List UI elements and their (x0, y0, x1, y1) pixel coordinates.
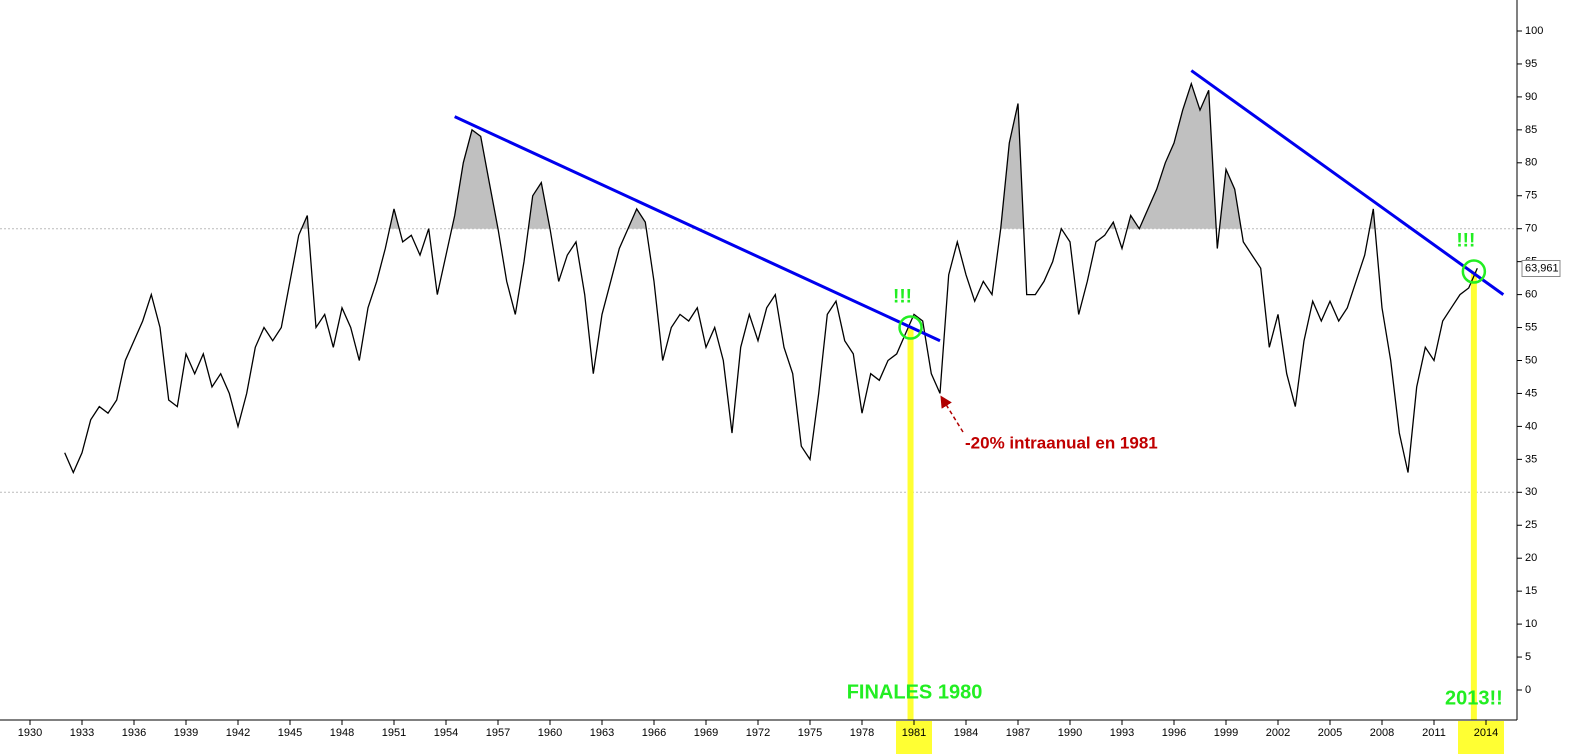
highlight-caption: FINALES 1980 (847, 681, 983, 703)
highlight-label: !!! (893, 287, 912, 308)
x-tick-label: 1966 (642, 727, 666, 739)
tick-highlight (896, 721, 932, 754)
line (64, 81, 1478, 475)
y-tick-label: 90 (1525, 91, 1537, 103)
x-tick-label: 1930 (18, 727, 42, 739)
x-tick-label: 1996 (1162, 727, 1186, 739)
highlight-label: !!! (1456, 231, 1475, 252)
shaded-area (1139, 83, 1217, 229)
x-tick-label: 1984 (954, 727, 978, 739)
highlight-bar (1470, 271, 1477, 720)
y-tick-label: 40 (1525, 420, 1537, 432)
y-tick-label: 70 (1525, 223, 1537, 235)
y-tick-label: 35 (1525, 453, 1537, 465)
x-tick-label: 2011 (1422, 727, 1446, 739)
x-tick-label: 1954 (434, 727, 458, 739)
y-tick-label: 50 (1525, 354, 1537, 366)
y-tick-label: 80 (1525, 157, 1537, 169)
tick-highlight (1458, 721, 1504, 754)
x-tick-label: 1969 (694, 727, 718, 739)
highlight-bar (907, 327, 914, 720)
y-tick-label: 100 (1525, 25, 1543, 37)
last-value-box (1521, 259, 1561, 277)
y-tick-label: 0 (1525, 684, 1531, 696)
x-tick-label: 1960 (538, 727, 562, 739)
y-tick-label: 75 (1525, 190, 1537, 202)
x-tick-label: 2008 (1370, 727, 1394, 739)
x-tick-label: 1990 (1058, 727, 1082, 739)
last-value-label: 63,961 (1525, 262, 1559, 274)
x-tick-label: 1939 (174, 727, 198, 739)
x-tick-label: 1948 (330, 727, 354, 739)
y-tick-label: 5 (1525, 651, 1531, 663)
x-tick-label: 1951 (382, 727, 406, 739)
shaded-area (389, 208, 400, 229)
y-tick-label: 55 (1525, 321, 1537, 333)
y-tick-label: 30 (1525, 486, 1537, 498)
shaded-area (451, 129, 498, 229)
x-tick-label: 1963 (590, 727, 614, 739)
trendline (454, 115, 941, 343)
x-tick-label: 1945 (278, 727, 302, 739)
x-tick-label: 2002 (1266, 727, 1290, 739)
x-tick-label: 2014 (1474, 727, 1498, 739)
trendline (1190, 69, 1505, 296)
shaded-area (1000, 103, 1024, 229)
x-tick-label: 1942 (226, 727, 250, 739)
x-tick-label: 1993 (1110, 727, 1134, 739)
annotation-arrow (940, 395, 964, 433)
y-tick-label: 20 (1525, 552, 1537, 564)
x-tick-label: 1999 (1214, 727, 1238, 739)
x-tick-label: 1957 (486, 727, 510, 739)
x-tick-label: 2005 (1318, 727, 1342, 739)
shaded-area (628, 208, 647, 229)
y-tick-label: 95 (1525, 58, 1537, 70)
x-tick-label: 1975 (798, 727, 822, 739)
background (0, 83, 1517, 754)
x-tick-label: 1933 (70, 727, 94, 739)
y-tick-label: 10 (1525, 618, 1537, 630)
annotation: -20% intraanual en 1981 (965, 433, 1158, 452)
x-tick-label: 1972 (746, 727, 770, 739)
y-tick-label: 25 (1525, 519, 1537, 531)
y-tick-label: 15 (1525, 585, 1537, 597)
x-tick-label: 1936 (122, 727, 146, 739)
highlight-caption: 2013!! (1445, 687, 1503, 709)
x-tick-label: 1987 (1006, 727, 1030, 739)
y-tick-label: 85 (1525, 124, 1537, 136)
y-tick-label: 60 (1525, 289, 1537, 301)
x-tick-label: 1981 (902, 727, 926, 739)
highlight-circle (1461, 259, 1487, 284)
x-tick-label: 1978 (850, 727, 874, 739)
y-tick-label: 45 (1525, 387, 1537, 399)
shaded-area (528, 182, 550, 229)
highlight-circle (898, 315, 923, 340)
